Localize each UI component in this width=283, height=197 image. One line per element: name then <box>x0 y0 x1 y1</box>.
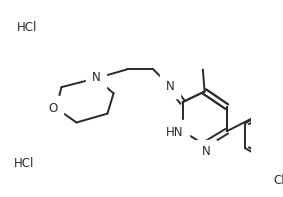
Text: HCl: HCl <box>17 20 38 33</box>
Text: N: N <box>166 80 175 93</box>
Text: N: N <box>92 71 100 84</box>
Text: O: O <box>48 102 57 115</box>
Text: HCl: HCl <box>14 157 34 170</box>
Text: Cl: Cl <box>274 174 283 187</box>
Text: HN: HN <box>166 126 183 139</box>
Text: N: N <box>202 145 211 158</box>
